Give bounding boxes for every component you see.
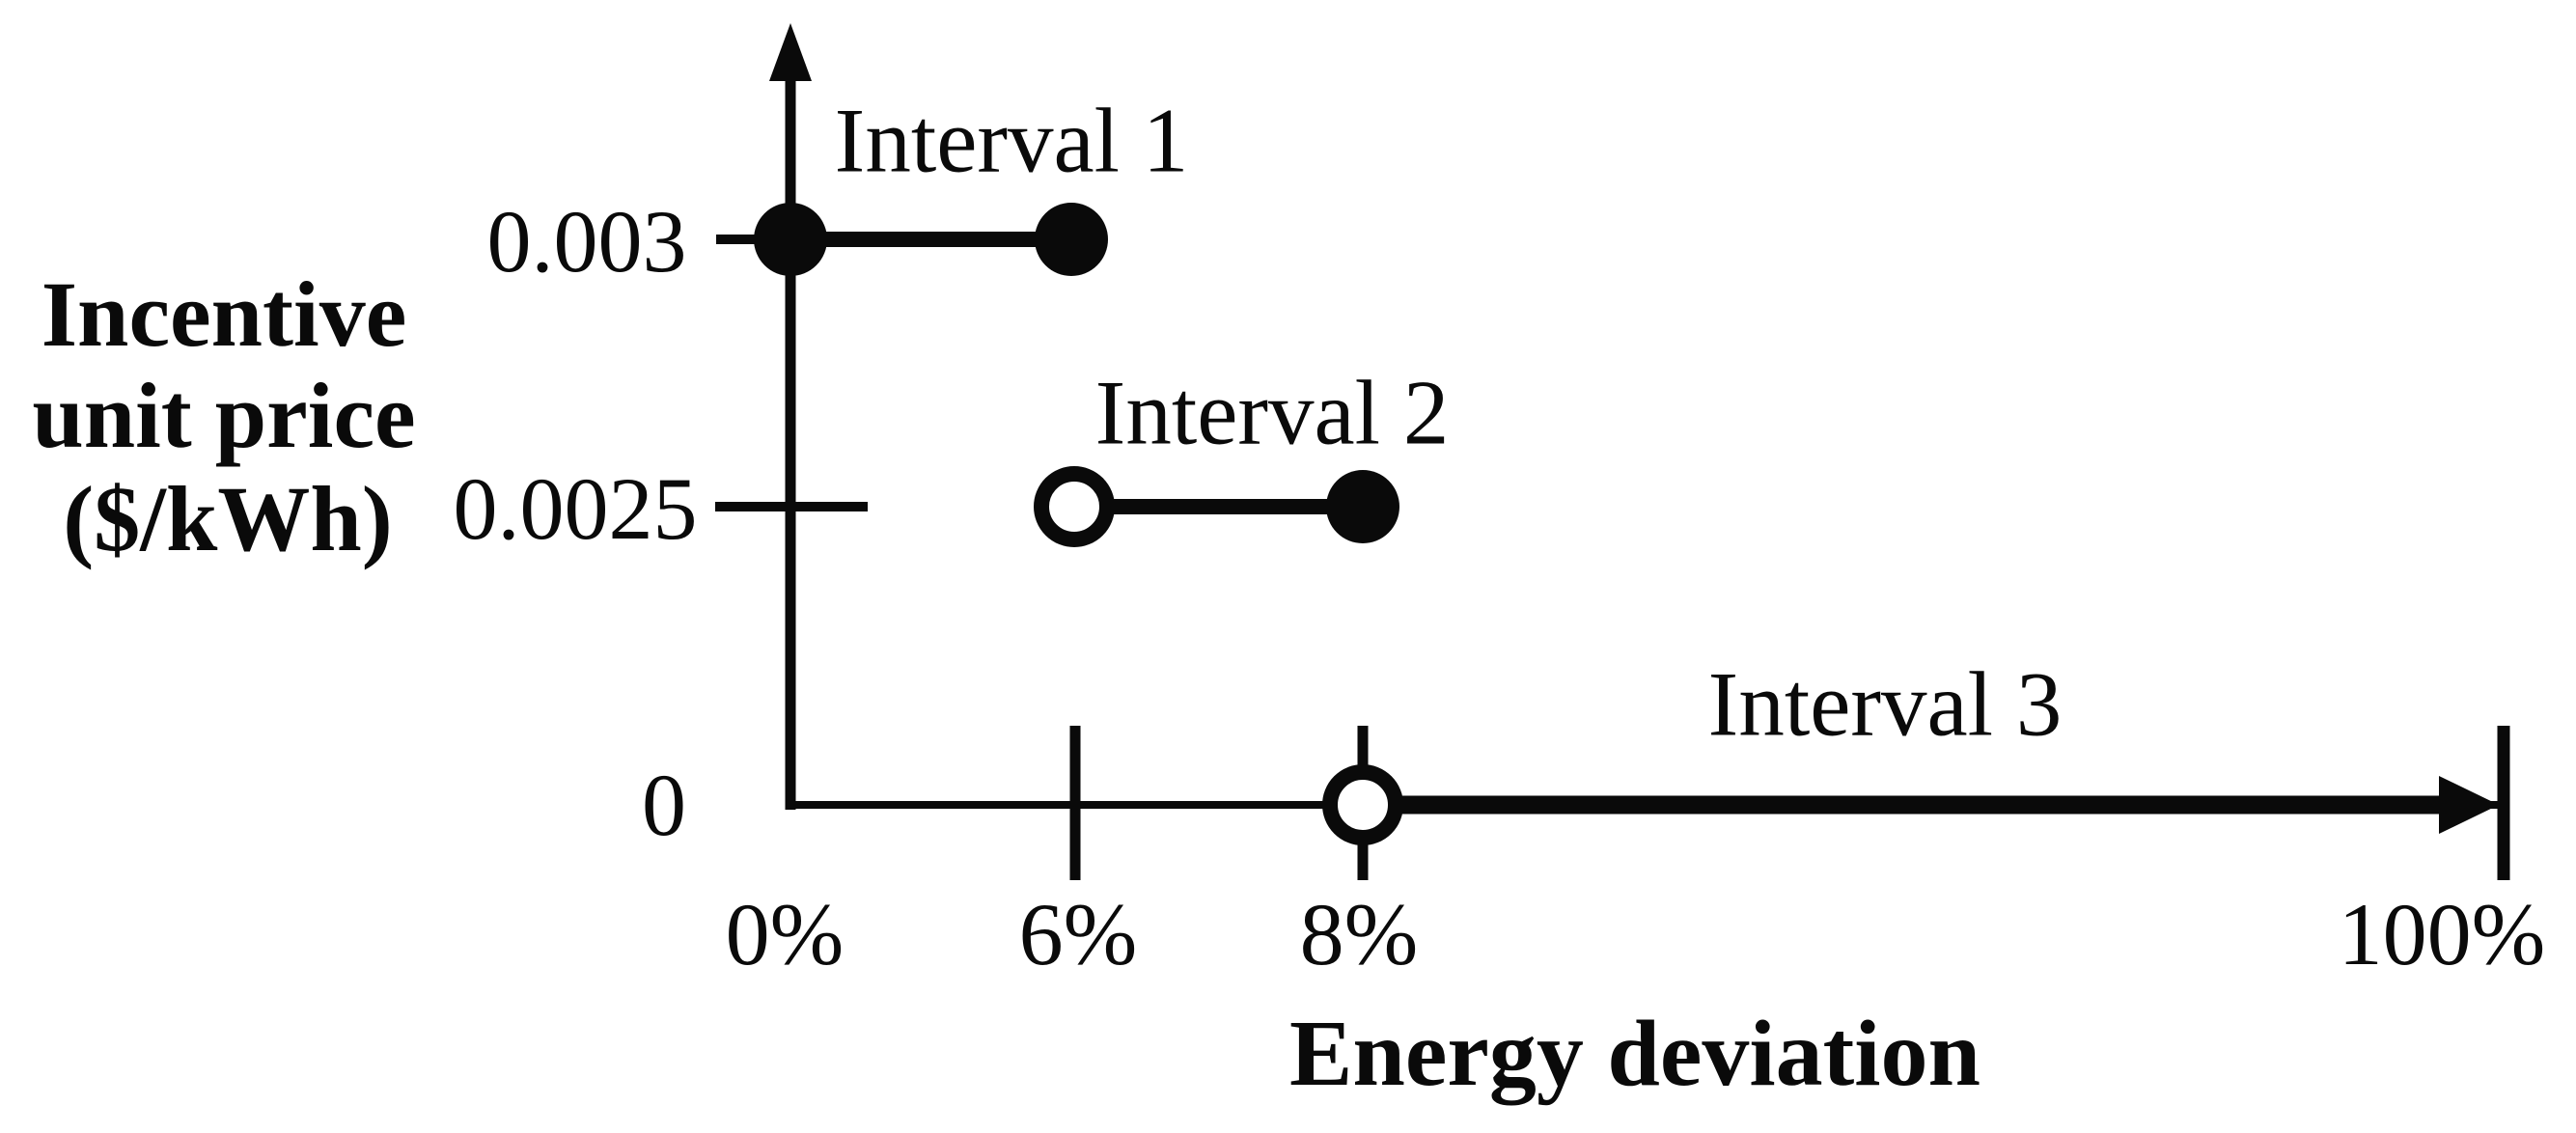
interval2-label: Interval 2 xyxy=(1094,361,1450,464)
x-tick-label-6pct: 6% xyxy=(1018,885,1138,983)
y-tick-label-0p0025: 0.0025 xyxy=(453,459,698,558)
interval1-label: Interval 1 xyxy=(834,89,1189,192)
y-axis-title-line2: unit price xyxy=(32,364,416,467)
interval2-start-dot-open xyxy=(1034,466,1115,547)
x-tick-label-100pct: 100% xyxy=(2338,885,2546,983)
interval2-end-dot-closed xyxy=(1326,470,1399,543)
interval3-start-dot-open xyxy=(1322,764,1403,845)
y-tick-label-0: 0 xyxy=(642,756,686,854)
interval1-start-dot-closed xyxy=(754,203,827,276)
y-tick-label-0p003: 0.003 xyxy=(486,192,687,290)
interval3-label: Interval 3 xyxy=(1707,652,2063,756)
x-tick-label-8pct: 8% xyxy=(1299,885,1419,983)
interval1-end-dot-closed xyxy=(1035,203,1108,276)
x-tick-label-0pct: 0% xyxy=(725,885,845,983)
x-axis-title: Energy deviation xyxy=(1289,1002,1980,1106)
interval3-arrowhead-icon xyxy=(2439,776,2499,834)
y-axis-title-line3: ($/kWh) xyxy=(63,467,393,570)
y-axis-arrowhead-icon xyxy=(769,23,812,81)
y-axis-title-line1: Incentive xyxy=(41,263,407,366)
